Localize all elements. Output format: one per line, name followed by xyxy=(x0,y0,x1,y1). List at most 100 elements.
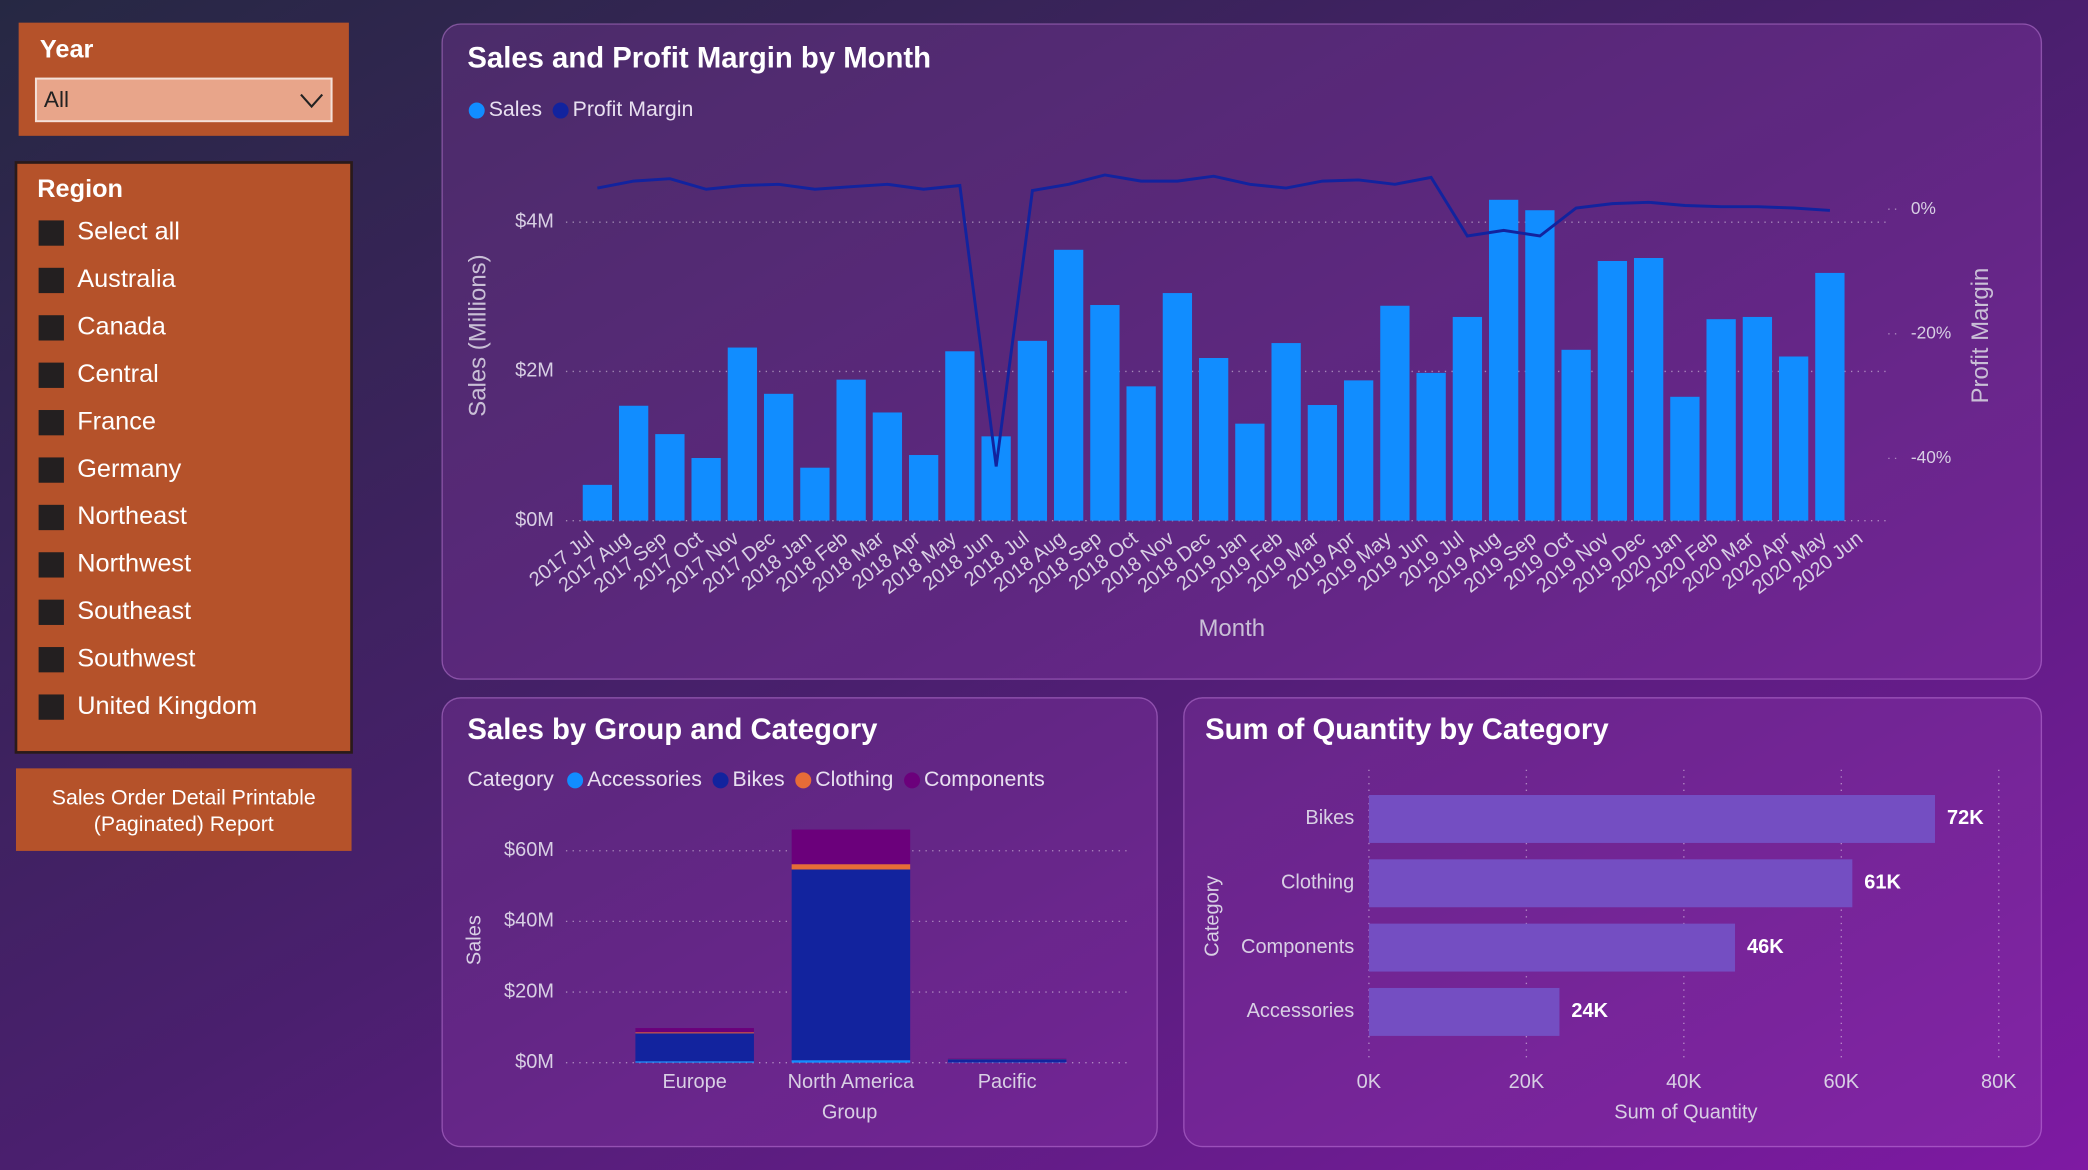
y-tick-label: $20M xyxy=(504,980,554,1002)
bar xyxy=(945,351,975,521)
legend-label: Sales xyxy=(489,97,542,121)
checkbox[interactable] xyxy=(38,457,64,483)
report-button-label[interactable]: (Paginated) Report xyxy=(94,812,274,836)
bar xyxy=(836,379,866,521)
y-tick-label: Clothing xyxy=(1281,872,1354,894)
chart-title: Sales and Profit Margin by Month xyxy=(467,42,931,75)
year-dropdown-value[interactable]: All xyxy=(44,87,69,112)
chart-title: Sum of Quantity by Category xyxy=(1205,713,1609,746)
x-axis-title: Group xyxy=(822,1102,878,1124)
checkbox[interactable] xyxy=(38,599,64,625)
legend-marker xyxy=(567,772,584,789)
legend-label: Bikes xyxy=(733,767,785,791)
y2-tick-label: -20% xyxy=(1911,322,1951,342)
region-option[interactable]: Canada xyxy=(77,313,167,341)
bar xyxy=(872,412,903,521)
data-label: 61K xyxy=(1864,872,1901,894)
y-axis-title: Sales (Millions) xyxy=(465,254,492,416)
bar xyxy=(727,347,758,521)
region-option[interactable]: United Kingdom xyxy=(77,692,257,720)
checkbox[interactable] xyxy=(38,647,64,673)
checkbox[interactable] xyxy=(38,267,64,294)
bar xyxy=(1368,794,1936,843)
x-tick-label: 0K xyxy=(1357,1071,1382,1093)
y-tick-label: $4M xyxy=(515,210,554,232)
chart-title: Sales by Group and Category xyxy=(467,713,878,746)
data-label: 46K xyxy=(1747,936,1784,958)
bar xyxy=(1706,319,1736,521)
region-option[interactable]: Germany xyxy=(77,455,181,483)
legend-marker xyxy=(904,772,921,789)
y-tick-label: Accessories xyxy=(1247,1000,1355,1022)
bar xyxy=(1561,349,1591,521)
legend-label: Clothing xyxy=(815,767,893,791)
y-tick-label: $0M xyxy=(515,1051,554,1073)
region-option[interactable]: Northwest xyxy=(77,550,191,578)
bar xyxy=(1597,260,1628,521)
x-axis-title: Sum of Quantity xyxy=(1614,1102,1757,1124)
bar xyxy=(1778,356,1809,521)
y2-tick-label: 0% xyxy=(1911,198,1936,218)
bar xyxy=(1742,316,1773,521)
bar-segment xyxy=(635,1028,754,1033)
bar xyxy=(1090,305,1120,521)
legend-marker xyxy=(795,772,812,789)
bar xyxy=(582,484,613,521)
report-button[interactable] xyxy=(15,768,352,851)
region-option[interactable]: Select all xyxy=(77,218,180,246)
bar xyxy=(1670,396,1700,521)
checkbox[interactable] xyxy=(38,504,64,531)
y-axis-title: Category xyxy=(1201,876,1223,957)
bar xyxy=(981,436,1011,521)
x-tick-label: 60K xyxy=(1824,1071,1860,1093)
region-option[interactable]: Northeast xyxy=(77,502,187,530)
x-axis-title: Month xyxy=(1198,615,1265,642)
bar xyxy=(763,393,794,521)
region-option[interactable]: Central xyxy=(77,360,159,388)
bar xyxy=(1488,199,1519,521)
line xyxy=(597,173,1831,467)
y-tick-label: $60M xyxy=(504,839,554,861)
checkbox[interactable] xyxy=(38,220,64,246)
bar xyxy=(1525,210,1555,521)
year-dropdown[interactable] xyxy=(34,77,333,123)
region-option[interactable]: Southwest xyxy=(77,644,195,672)
data-label: 72K xyxy=(1947,807,1984,829)
region-slicer xyxy=(14,161,353,754)
checkbox[interactable] xyxy=(38,362,64,388)
region-items: Select all Australia Canada Central France Ge… xyxy=(38,218,257,720)
bar xyxy=(1368,987,1560,1036)
x-tick-label: Pacific xyxy=(978,1071,1037,1093)
bar-segment xyxy=(635,1033,754,1062)
region-option[interactable]: Australia xyxy=(77,265,176,293)
bar-segment xyxy=(947,1059,1067,1063)
report-button-label[interactable]: Sales Order Detail Printable xyxy=(52,786,316,810)
checkbox[interactable] xyxy=(38,694,64,720)
region-option[interactable]: Southeast xyxy=(77,597,191,625)
bar xyxy=(1633,257,1664,521)
bar-segment xyxy=(791,864,911,870)
bar xyxy=(655,434,685,521)
y-tick-label: Bikes xyxy=(1305,807,1354,829)
bar xyxy=(1307,405,1338,521)
x-tick-label: 80K xyxy=(1981,1071,2017,1093)
legend-marker xyxy=(468,102,485,119)
bar-segment xyxy=(635,1061,754,1063)
y-tick-label: $40M xyxy=(504,910,554,932)
legend-marker xyxy=(552,102,569,119)
checkbox[interactable] xyxy=(38,410,64,436)
bar xyxy=(908,455,939,521)
legend-label: Components xyxy=(924,767,1045,791)
dropdown-chevron[interactable] xyxy=(300,93,324,109)
y-tick-label: $0M xyxy=(515,509,554,531)
bar xyxy=(1162,293,1193,521)
bar xyxy=(1198,357,1229,521)
bar xyxy=(1452,316,1483,521)
chart-panel xyxy=(1183,697,2043,1148)
region-option[interactable]: France xyxy=(77,407,156,435)
bar xyxy=(1368,859,1853,908)
bar xyxy=(1416,372,1446,521)
checkbox[interactable] xyxy=(38,315,64,341)
bar-segment xyxy=(791,1060,911,1063)
checkbox[interactable] xyxy=(38,552,64,578)
